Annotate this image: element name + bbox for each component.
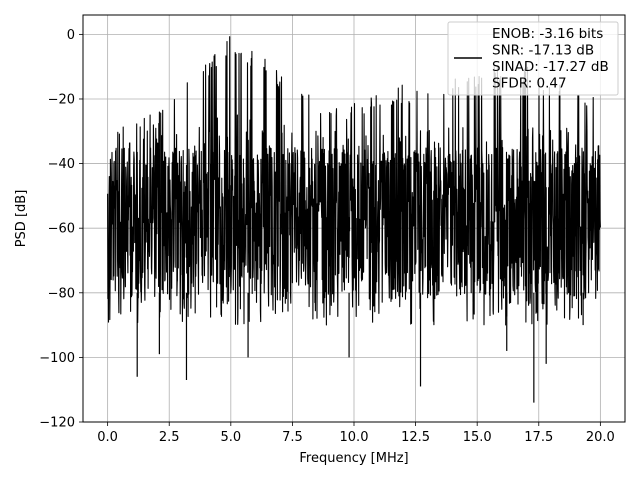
- y-tick-label: −100: [39, 351, 75, 366]
- x-tick-label: 0.0: [97, 430, 118, 445]
- legend-entry-snr: SNR: -17.13 dB: [492, 43, 594, 59]
- y-axis-label: PSD [dB]: [14, 190, 29, 248]
- y-tick-label: −40: [48, 157, 75, 172]
- x-tick-label: 12.5: [401, 430, 430, 445]
- y-tick-label: 0: [67, 28, 75, 43]
- y-tick-label: −120: [39, 416, 75, 431]
- x-tick-label: 10.0: [340, 430, 369, 445]
- x-tick-label: 15.0: [463, 430, 492, 445]
- x-axis-label: Frequency [MHz]: [299, 451, 408, 466]
- legend: ENOB: -3.16 bits SNR: -17.13 dB SINAD: -…: [447, 21, 619, 96]
- x-tick-label: 20.0: [586, 430, 615, 445]
- psd-series-line: [107, 36, 601, 326]
- legend-entry-enob: ENOB: -3.16 bits: [492, 26, 603, 42]
- legend-box: [447, 21, 619, 96]
- legend-entry-sfdr: SFDR: 0.47: [492, 76, 567, 92]
- y-tick-label: −80: [48, 286, 75, 301]
- y-tick-label: −60: [48, 222, 75, 237]
- x-tick-label: 5.0: [220, 430, 241, 445]
- x-tick-label: 17.5: [524, 430, 553, 445]
- x-tick-label: 7.5: [282, 430, 303, 445]
- x-tick-label: 2.5: [159, 430, 180, 445]
- legend-entry-sinad: SINAD: -17.27 dB: [492, 59, 609, 75]
- plot-area: [107, 36, 601, 403]
- y-tick-label: −20: [48, 92, 75, 107]
- axis-ticks: 0.0 2.5 5.0 7.5 10.0 12.5 15.0 17.5 20.0 0 −20 −40 −…: [39, 28, 615, 445]
